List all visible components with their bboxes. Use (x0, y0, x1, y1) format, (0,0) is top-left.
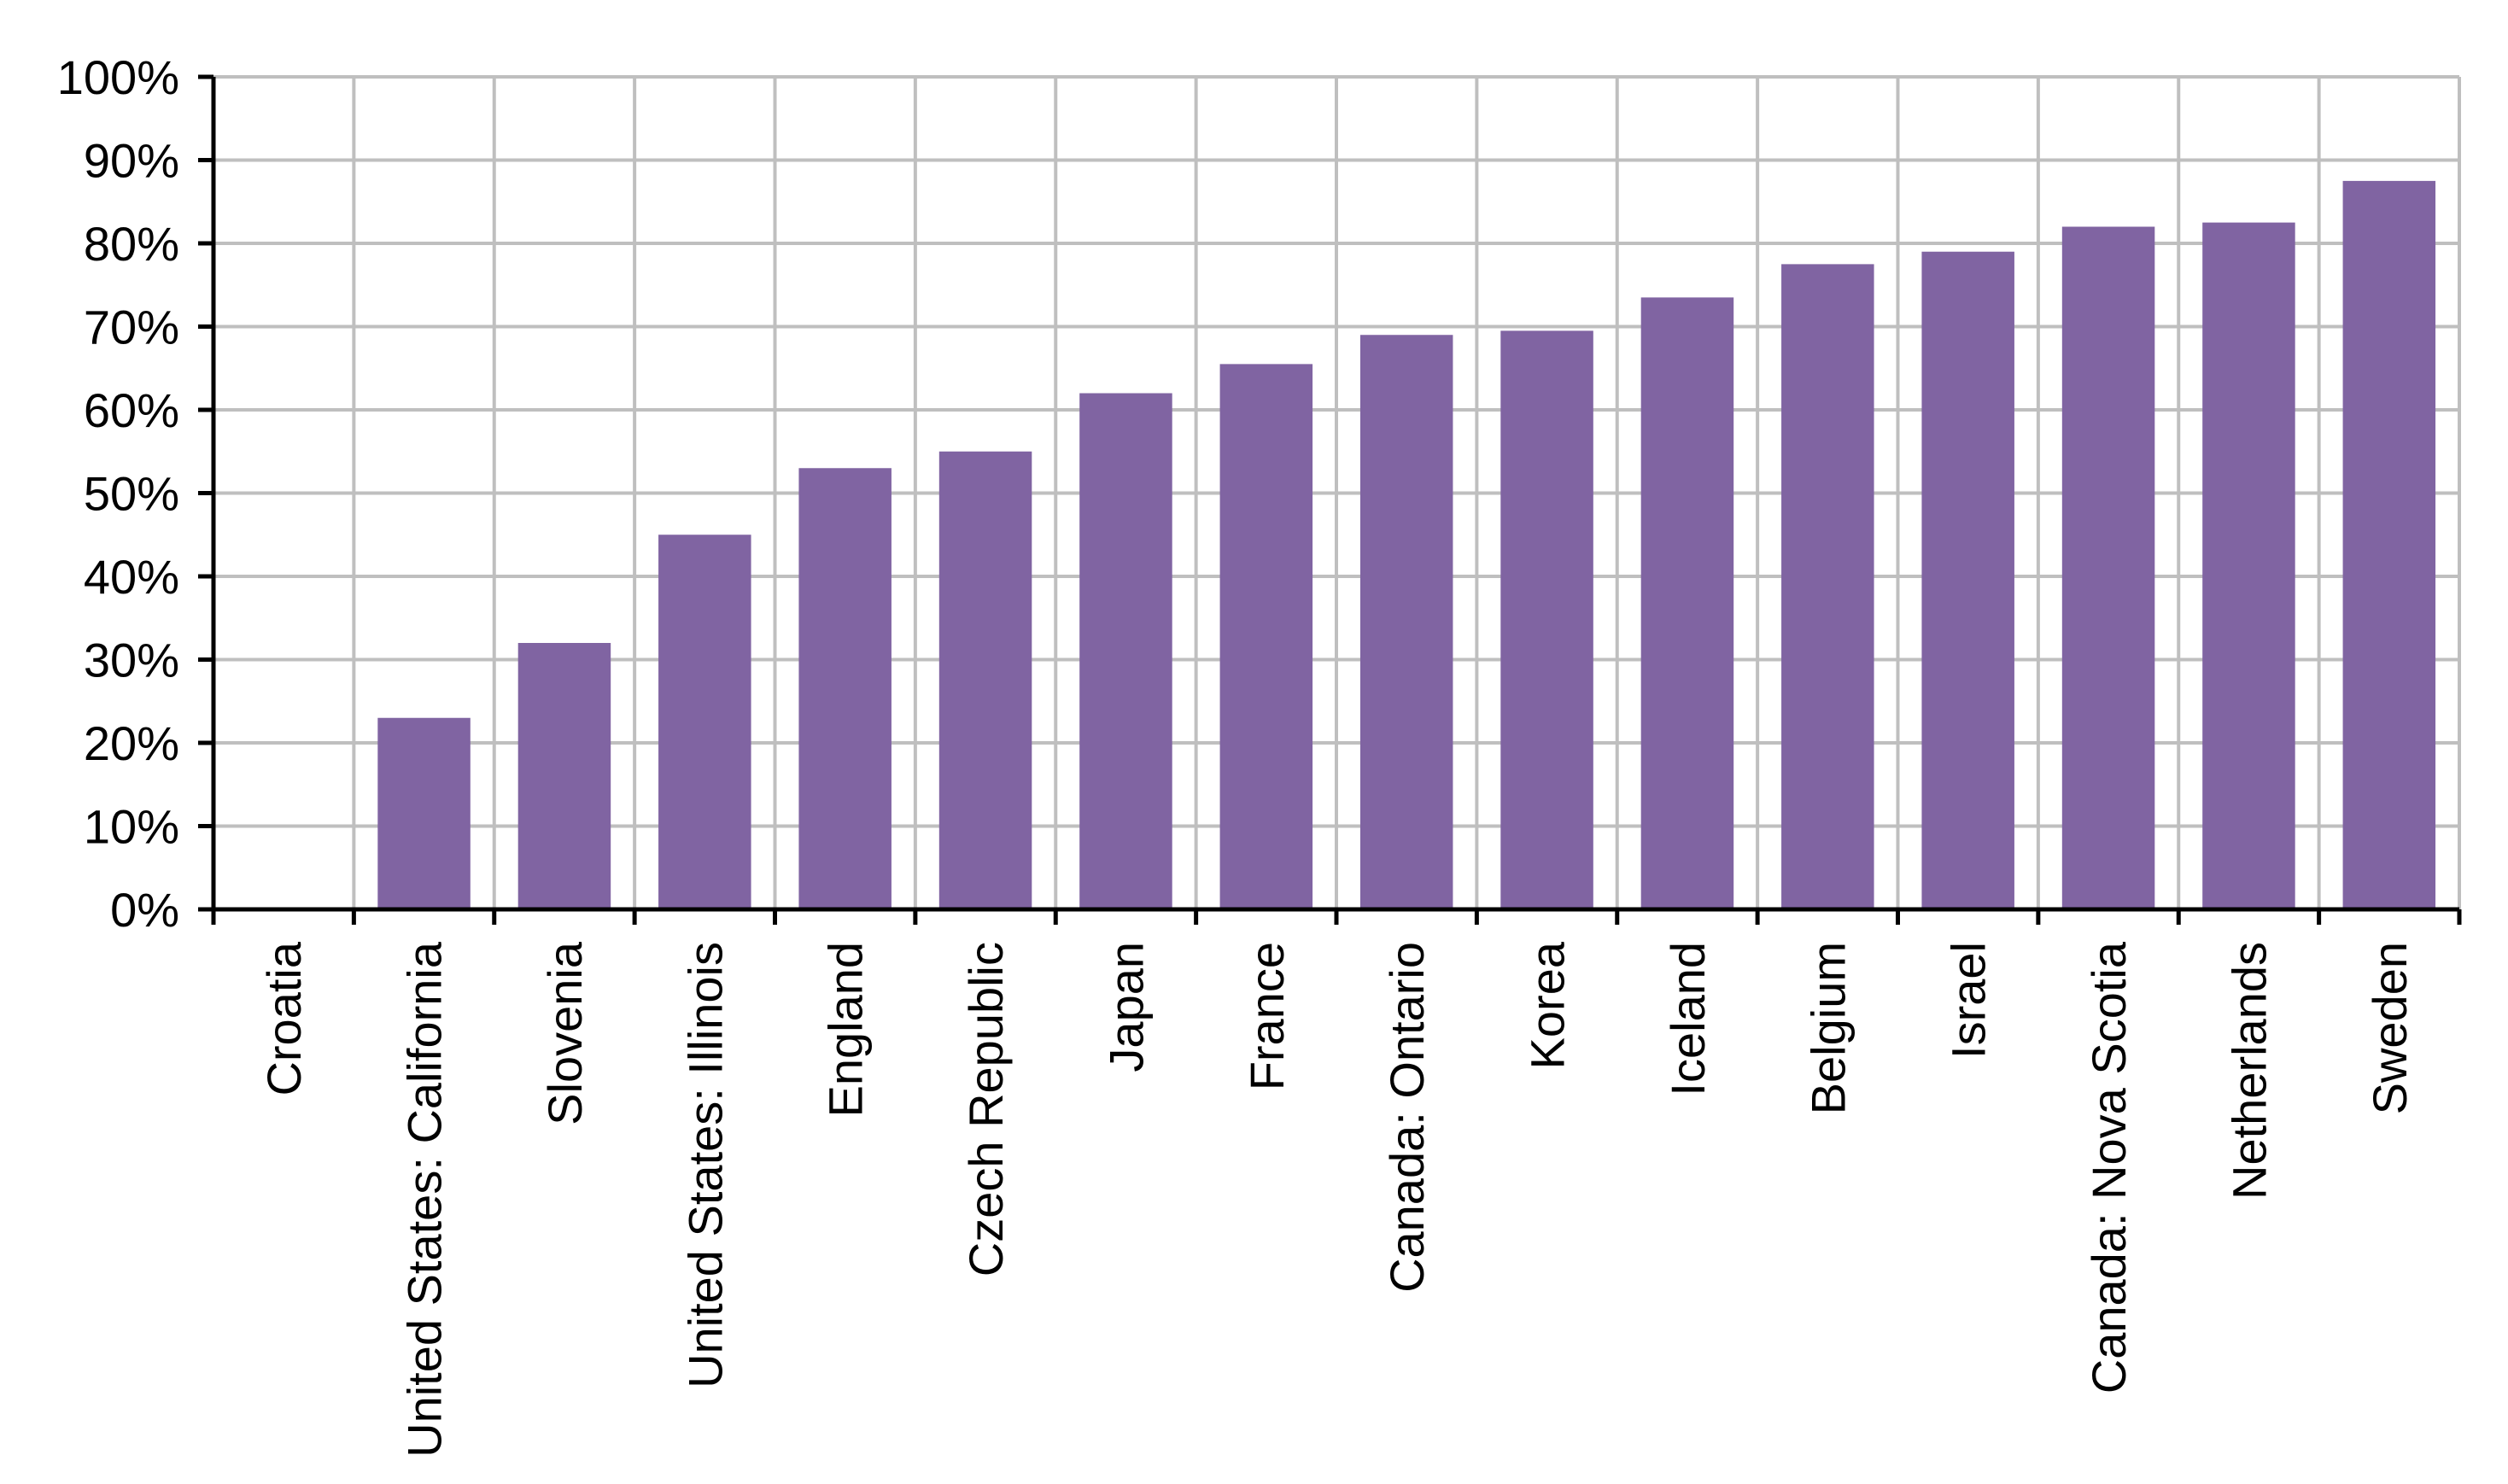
bar-united-states-california (377, 717, 471, 909)
y-tick-labels: 0% 10% 20% 30% 40% 50% 60% 70% 80% 90% 100% (57, 50, 179, 937)
bar-czech-republic (938, 451, 1032, 909)
y-tick-label: 20% (84, 716, 179, 770)
bar-israel (1921, 251, 2014, 909)
bar-canada-nova-scotia (2061, 226, 2155, 909)
gridlines (213, 75, 2461, 909)
x-category-label: Netherlands (2222, 942, 2276, 1200)
x-category-label: Iceland (1661, 942, 1715, 1096)
axes (198, 74, 2462, 925)
y-tick-label: 100% (57, 50, 179, 104)
y-tick-label: 0% (110, 883, 179, 937)
y-tick-label: 10% (84, 800, 179, 854)
bar-belgium (1781, 264, 1874, 909)
x-category-label: Canada: Ontario (1380, 942, 1434, 1293)
bar-sweden (2342, 180, 2436, 909)
y-tick-label: 40% (84, 550, 179, 604)
bar-canada-ontario (1359, 335, 1453, 909)
x-category-label: Israel (1942, 942, 1996, 1059)
bar-united-states-illinois (658, 535, 751, 909)
x-category-label: Czech Republic (959, 942, 1013, 1277)
x-category-label: Canada: Nova Scotia (2082, 941, 2136, 1393)
bar-france (1219, 364, 1313, 909)
bars (377, 180, 2436, 909)
bar-netherlands (2202, 222, 2295, 909)
y-tick-label: 80% (84, 217, 179, 271)
x-category-label: Japan (1099, 942, 1153, 1072)
y-tick-label: 90% (84, 134, 179, 188)
x-category-label: Belgium (1801, 942, 1855, 1114)
bar-slovenia (517, 643, 611, 909)
bar-england (798, 468, 892, 909)
x-category-label: United States: California (398, 941, 452, 1458)
bar-korea (1500, 330, 1593, 909)
x-category-label: Korea (1521, 941, 1575, 1069)
x-category-label: United States: Illinois (678, 942, 732, 1388)
x-category-label: Sweden (2363, 942, 2417, 1114)
y-tick-label: 50% (84, 467, 179, 521)
y-tick-label: 70% (84, 301, 179, 354)
x-category-label: England (819, 942, 873, 1118)
x-category-label: Croatia (257, 941, 311, 1095)
y-tick-label: 60% (84, 383, 179, 437)
bar-japan (1079, 393, 1172, 909)
x-category-label: France (1240, 942, 1294, 1090)
y-tick-label: 30% (84, 634, 179, 687)
x-category-labels: Croatia United States: California Slovenia… (257, 941, 2417, 1458)
x-category-label: Slovenia (538, 941, 592, 1125)
bar-iceland (1640, 297, 1734, 909)
